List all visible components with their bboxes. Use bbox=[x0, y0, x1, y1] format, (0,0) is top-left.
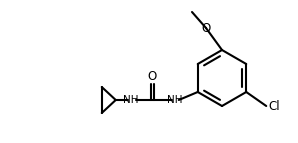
Text: O: O bbox=[148, 70, 157, 84]
Text: Cl: Cl bbox=[268, 100, 280, 113]
Text: O: O bbox=[201, 21, 211, 34]
Text: NH: NH bbox=[167, 95, 182, 105]
Text: NH: NH bbox=[123, 95, 139, 105]
